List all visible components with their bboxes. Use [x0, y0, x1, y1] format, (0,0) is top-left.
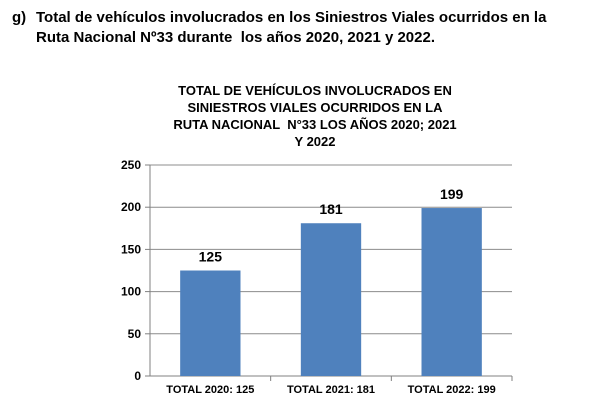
- y-tick-label: 200: [121, 200, 141, 214]
- section-heading-line-2: Ruta Nacional Nº33 durante los años 2020…: [36, 29, 435, 46]
- bar: [300, 223, 362, 376]
- chart-title: TOTAL DE VEHÍCULOS INVOLUCRADOS EN SINIE…: [150, 82, 480, 150]
- section-heading: g) Total de vehículos involucrados en los…: [12, 8, 588, 48]
- x-tick-label: TOTAL 2022: 199: [408, 384, 496, 396]
- y-tick-label: 250: [121, 158, 141, 172]
- section-marker: g): [12, 9, 27, 26]
- chart-title-line-2: SINIESTROS VIALES OCURRIDOS EN LA: [187, 100, 443, 115]
- data-label: 199: [440, 186, 464, 202]
- bar: [180, 270, 241, 376]
- data-label: 125: [199, 249, 223, 265]
- label-layer: 125 TOTAL 2020: 125 181 TOTAL 2021: 181 199 T…: [166, 186, 495, 396]
- x-tick-label: TOTAL 2020: 125: [166, 384, 254, 396]
- bar-layer: [180, 208, 482, 376]
- bar: [421, 208, 482, 376]
- x-tick-label: TOTAL 2021: 181: [287, 384, 375, 396]
- y-tick-label: 150: [121, 242, 141, 256]
- chart-title-line-4: Y 2022: [294, 134, 336, 149]
- chart-title-line-3: RUTA NACIONAL N°33 LOS AÑOS 2020; 2021: [173, 117, 457, 132]
- data-label: 181: [319, 201, 343, 217]
- y-tick-label: 0: [134, 369, 141, 383]
- y-tick-label: 50: [128, 327, 142, 341]
- chart-title-line-1: TOTAL DE VEHÍCULOS INVOLUCRADOS EN: [178, 83, 452, 98]
- section-heading-line-1: Total de vehículos involucrados en los S…: [36, 9, 547, 26]
- y-tick-label: 100: [121, 285, 141, 299]
